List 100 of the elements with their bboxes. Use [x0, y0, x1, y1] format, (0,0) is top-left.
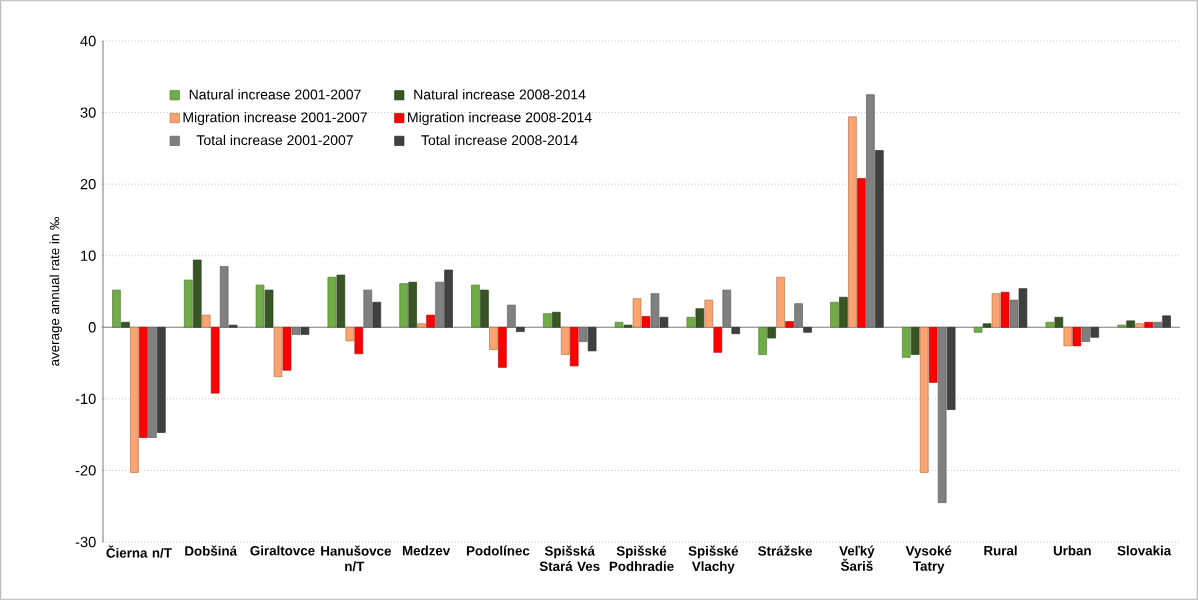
bar	[435, 281, 444, 328]
x-tick-label: Rural	[984, 545, 1017, 556]
bar	[498, 326, 507, 368]
bar	[973, 326, 983, 333]
bar	[121, 321, 130, 328]
bar	[1054, 316, 1064, 328]
bar	[848, 116, 857, 328]
bar	[578, 326, 588, 342]
bar	[300, 326, 310, 335]
x-tick-label: Slovakia	[1117, 545, 1172, 556]
bar	[991, 293, 1001, 328]
x-tick-label: Medzev	[402, 545, 451, 556]
x-tick-label: Urban	[1053, 545, 1091, 556]
bar	[264, 289, 274, 328]
bar	[982, 323, 992, 328]
bar	[1126, 320, 1135, 328]
bar	[1018, 288, 1028, 328]
y-tick-label: 40	[80, 35, 96, 47]
x-tick-label: Spišské Vlachy	[688, 545, 739, 574]
bar	[489, 326, 498, 350]
y-tick-label: 20	[80, 178, 96, 190]
y-tick-label: -20	[75, 465, 96, 476]
bar	[273, 326, 283, 378]
bar	[1135, 323, 1144, 328]
bar	[139, 326, 148, 438]
bar	[937, 326, 947, 503]
bar	[1162, 315, 1171, 328]
bar	[866, 94, 875, 328]
x-tick-label: Giraltovce	[250, 545, 315, 556]
bar	[112, 289, 121, 328]
bar	[228, 324, 238, 328]
bar	[928, 326, 938, 383]
bar	[183, 279, 193, 328]
bar	[946, 326, 956, 410]
bar	[704, 299, 714, 328]
bar	[659, 316, 669, 328]
bar	[210, 326, 220, 394]
bar	[516, 326, 525, 332]
bar	[1081, 326, 1091, 342]
bar	[857, 178, 866, 328]
bar	[291, 326, 301, 335]
bar	[417, 323, 426, 328]
bar	[345, 326, 355, 342]
bar	[551, 311, 561, 328]
bar	[372, 301, 382, 328]
bar	[471, 284, 480, 328]
bar	[731, 326, 741, 335]
bar	[901, 326, 911, 358]
legend-label: Total increase 2001-2007	[196, 134, 353, 146]
y-axis-title: average annual rate in ‰	[49, 217, 62, 366]
bar	[507, 304, 516, 328]
bar	[1090, 326, 1100, 338]
legend-label: Total increase 2008-2014	[421, 134, 578, 146]
bar	[282, 326, 292, 371]
bar	[839, 296, 848, 328]
bar	[1045, 321, 1055, 328]
legend-label: Migration increase 2001-2007	[183, 112, 367, 126]
y-tick-label: -10	[75, 393, 96, 405]
bar	[767, 326, 776, 339]
bar	[794, 303, 803, 328]
bar	[255, 284, 265, 328]
legend-label: Migration increase 2008-2014	[408, 112, 592, 126]
bar	[219, 266, 229, 328]
legend-label: Natural increase 2001-2007	[189, 89, 361, 100]
bar	[192, 259, 202, 328]
bar	[623, 324, 633, 328]
x-tick-label: Spišské Podhradie	[609, 545, 674, 572]
bar	[1153, 321, 1162, 328]
bar	[910, 326, 920, 355]
bar	[1009, 299, 1019, 328]
bar	[686, 316, 696, 328]
bar	[148, 326, 157, 438]
bar	[354, 326, 364, 355]
bar	[399, 283, 408, 328]
bar	[1072, 326, 1082, 347]
legend-label: Natural increase 2008-2014	[414, 89, 586, 100]
bar	[408, 281, 417, 328]
bar	[695, 308, 705, 328]
bar	[363, 289, 373, 328]
bar	[130, 326, 139, 473]
bar	[569, 326, 579, 367]
bar	[758, 326, 767, 355]
bar	[830, 301, 839, 328]
bar	[632, 298, 642, 328]
x-tick-label: Čierna n/T	[106, 545, 172, 558]
x-tick-label: Strážske	[758, 545, 813, 556]
y-tick-label: 30	[80, 107, 96, 118]
bar	[542, 313, 552, 328]
bar	[713, 326, 723, 353]
bar	[560, 326, 570, 355]
bar	[1063, 326, 1073, 347]
bar	[426, 314, 435, 328]
bar	[785, 321, 794, 328]
y-tick-label: 10	[81, 250, 96, 261]
bar	[650, 293, 660, 328]
bar	[444, 269, 453, 328]
bar	[587, 326, 597, 352]
x-tick-label: Spišská Stará Ves	[539, 545, 600, 572]
bar	[875, 150, 884, 328]
bar	[201, 314, 211, 328]
